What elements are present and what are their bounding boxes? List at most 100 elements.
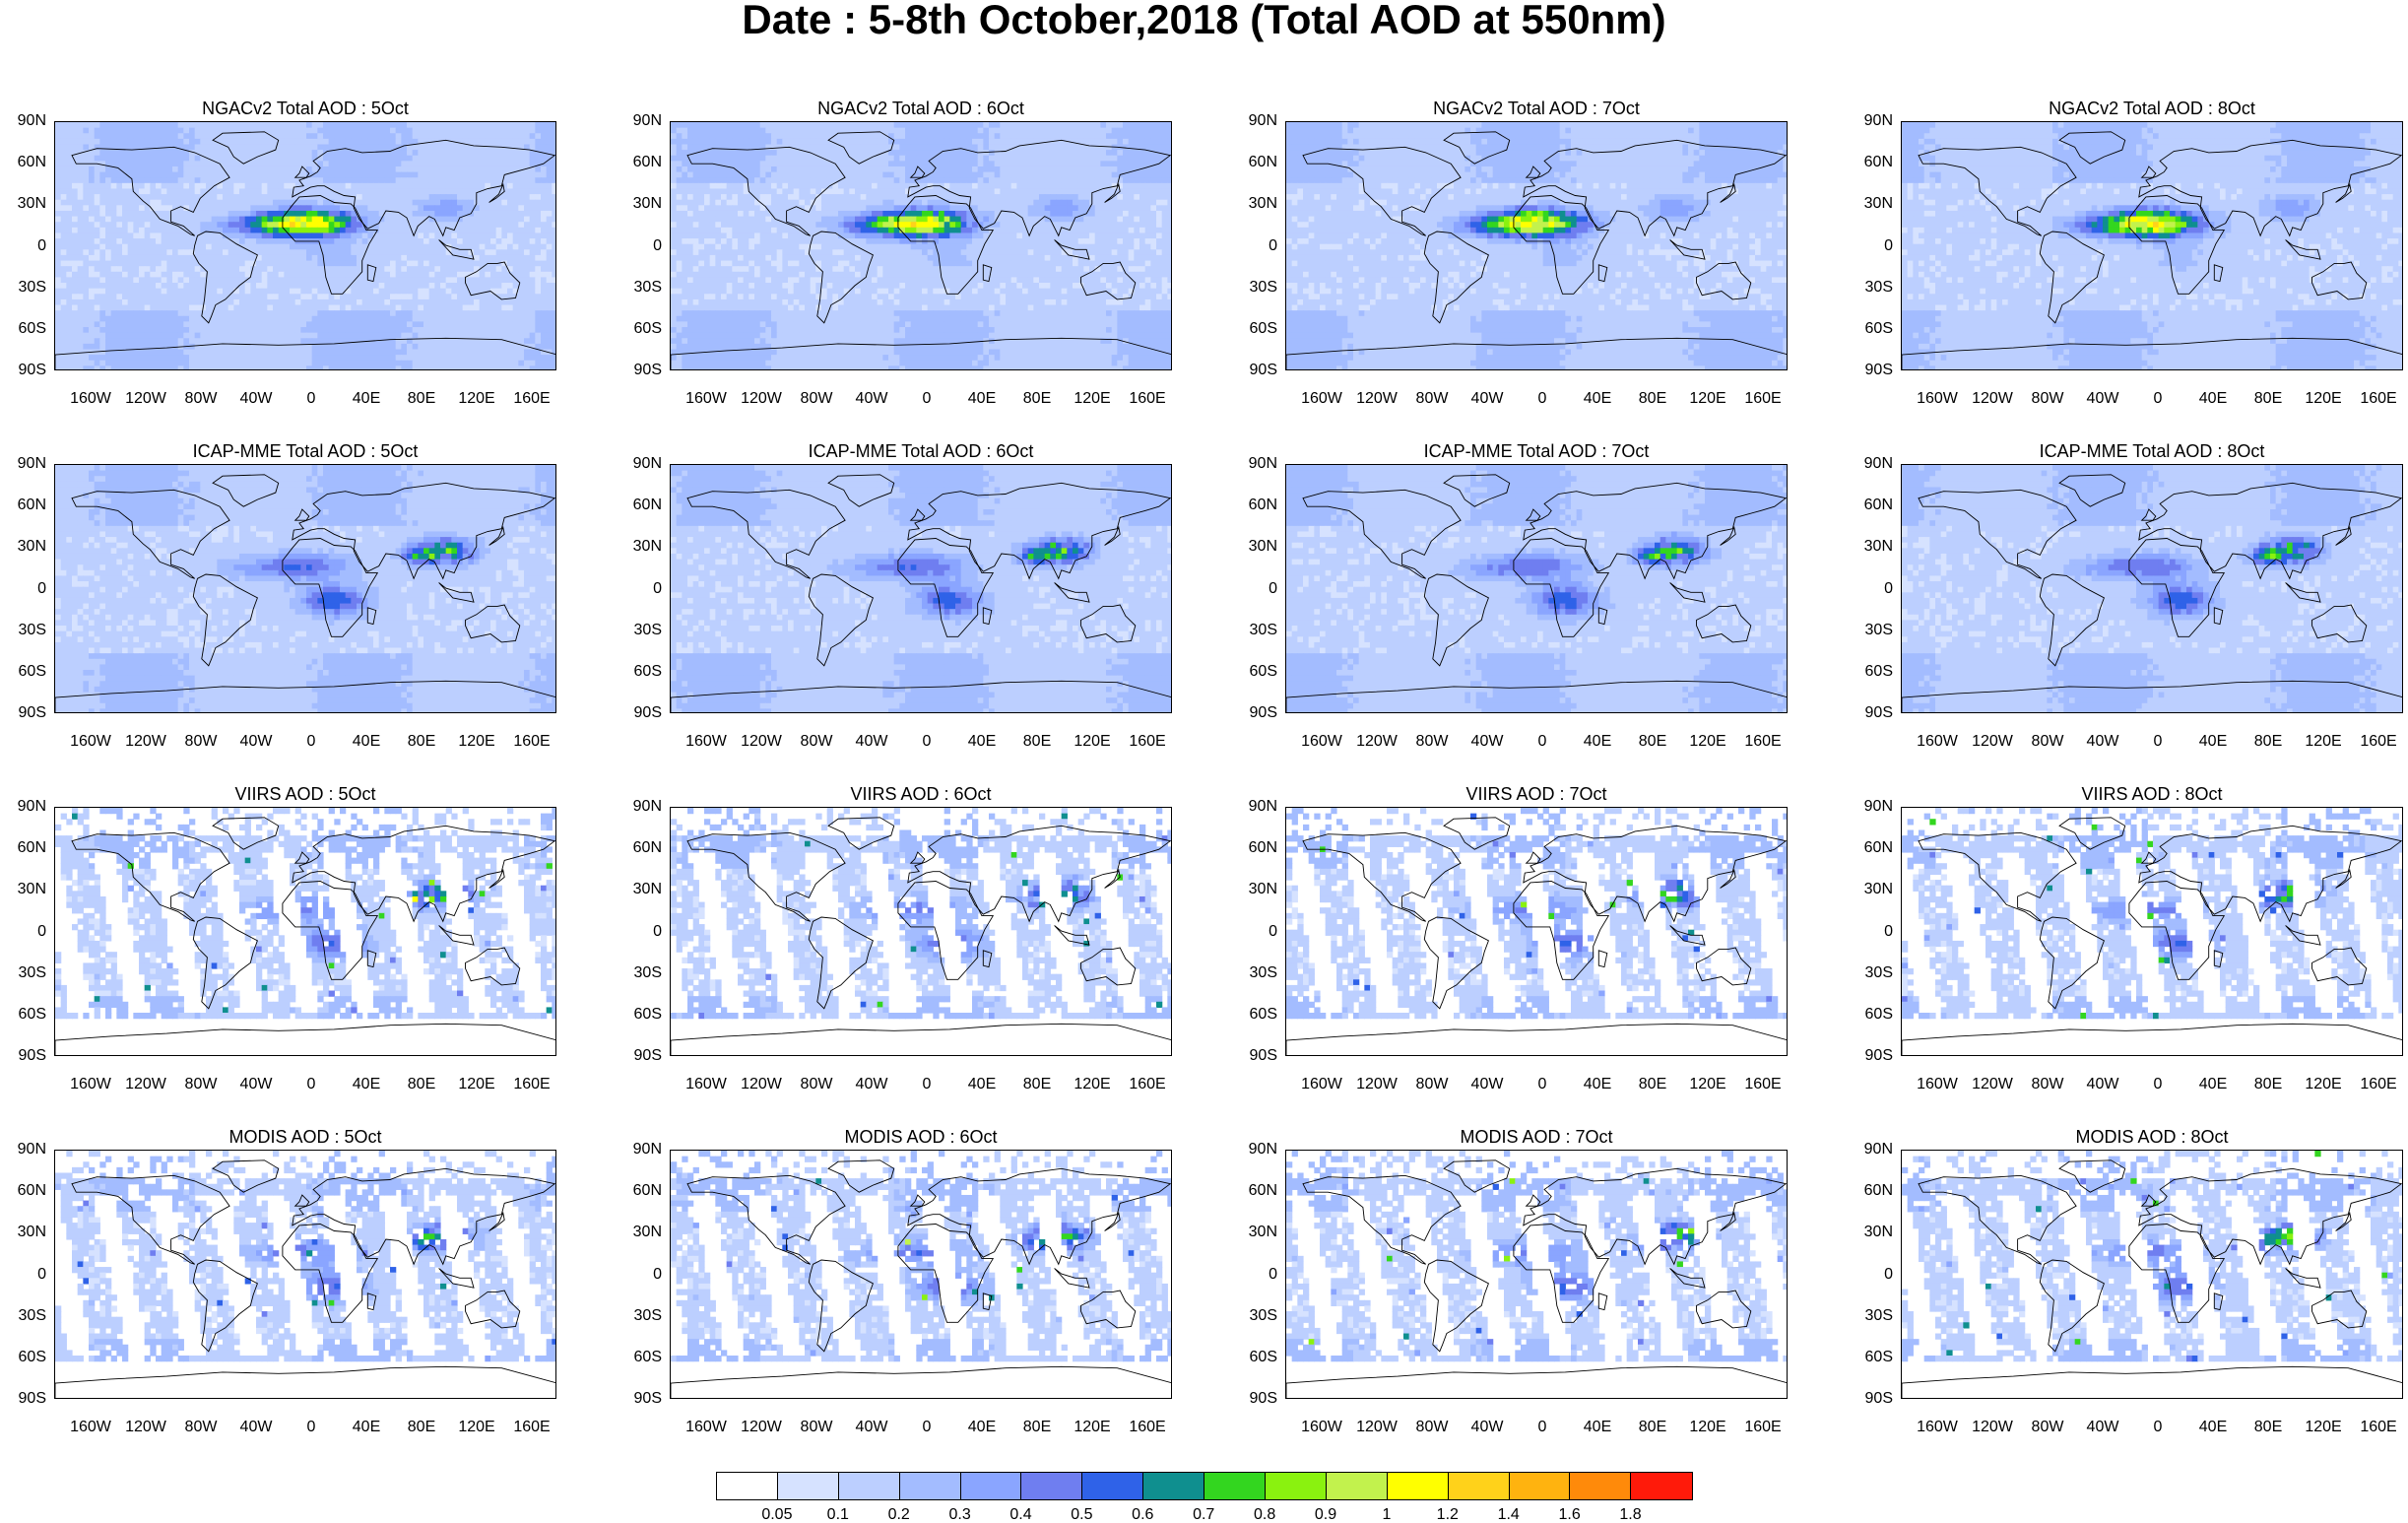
colorbar-label: 0.7 [1193,1507,1214,1523]
coastlines [1286,1159,1787,1398]
lat-tick-label: 90S [1250,1391,1277,1407]
lon-tick-label: 40W [2087,391,2119,407]
lat-tick-label: 60S [1250,1007,1277,1023]
lon-tick-label: 40W [2087,1420,2119,1435]
lat-tick-label: 90N [1864,1142,1893,1158]
lon-tick-label: 80W [2032,391,2064,407]
map-plot-area [1285,1150,1788,1399]
colorbar [716,1472,1694,1500]
lon-tick-label: 160E [1129,734,1165,750]
lat-tick-label: 30S [1250,965,1277,981]
panel-title: NGACv2 Total AOD : 7Oct [1285,99,1788,118]
lat-tick-label: 0 [653,923,662,940]
lon-tick-label: 160E [513,734,550,750]
lat-tick-label: 60S [634,664,662,680]
lat-tick-label: 0 [1269,1266,1277,1283]
aod-map [671,465,1171,712]
coastlines [671,1159,1171,1398]
lon-tick-label: 160W [1917,734,1958,750]
lon-tick-label: 40E [1584,734,1611,750]
lat-tick-label: 30N [1249,196,1277,212]
lon-tick-label: 40W [856,734,888,750]
map-plot-area [670,1150,1172,1399]
lat-tick-label: 60S [1865,664,1893,680]
colorbar-label: 0.05 [761,1507,792,1523]
lon-tick-label: 160E [1744,734,1781,750]
lat-tick-label: 0 [1884,237,1893,254]
colorbar-swatch [1570,1473,1632,1499]
lat-tick-label: 30S [634,965,662,981]
lon-tick-label: 160E [1129,1077,1165,1093]
coastlines [1286,817,1787,1055]
lon-tick-label: 40E [968,1420,996,1435]
aod-map [671,808,1171,1055]
lon-tick-label: 80E [2254,1420,2282,1435]
lat-tick-label: 90S [1865,363,1893,378]
lon-tick-label: 160E [1744,391,1781,407]
lon-tick-label: 80E [2254,1077,2282,1093]
coastlines [1286,474,1787,712]
colorbar-swatch [717,1473,778,1499]
colorbar-swatch [777,1473,839,1499]
lon-tick-label: 160E [2360,1420,2396,1435]
lon-tick-label: 40W [240,734,273,750]
lat-tick-label: 0 [653,237,662,254]
lon-tick-label: 80W [185,391,218,407]
lat-tick-label: 60S [634,321,662,337]
lon-tick-label: 40W [2087,1077,2119,1093]
colorbar-swatch [1387,1473,1449,1499]
lon-tick-label: 160W [685,1077,727,1093]
lon-tick-label: 160W [1917,1077,1958,1093]
lon-tick-label: 40E [1584,1420,1611,1435]
lon-tick-label: 40E [353,1420,380,1435]
lon-tick-label: 80W [801,1077,833,1093]
lat-tick-label: 90S [634,363,662,378]
lat-tick-label: 60N [633,155,662,170]
lon-tick-label: 80W [1416,1077,1449,1093]
lon-tick-label: 120E [1689,1420,1725,1435]
colorbar-label: 0.1 [827,1507,849,1523]
lat-tick-label: 30N [633,196,662,212]
lat-tick-label: 30N [633,1225,662,1240]
lat-tick-label: 60N [1249,1183,1277,1199]
lat-tick-label: 60S [634,1007,662,1023]
lat-tick-label: 60N [18,1183,46,1199]
lon-tick-label: 160W [1301,1077,1342,1093]
lat-tick-label: 0 [37,237,46,254]
aod-map [1902,808,2402,1055]
lat-tick-label: 30N [633,882,662,897]
lon-tick-label: 80E [1639,391,1666,407]
lat-tick-label: 30S [1865,280,1893,296]
lon-tick-label: 40E [353,391,380,407]
lon-tick-label: 120E [1689,1077,1725,1093]
lon-tick-label: 80W [801,391,833,407]
lat-tick-label: 90S [634,705,662,721]
lon-tick-label: 80E [1023,734,1051,750]
lat-tick-label: 30S [1250,623,1277,638]
lon-tick-label: 80W [185,734,218,750]
lon-tick-label: 120W [1972,391,2013,407]
lon-tick-label: 40E [353,1077,380,1093]
lat-tick-label: 60N [633,497,662,513]
lon-tick-label: 0 [2154,1077,2163,1093]
panel-title: MODIS AOD : 5Oct [54,1127,556,1147]
aod-map [55,1151,555,1398]
lon-tick-label: 80W [185,1420,218,1435]
lon-tick-label: 160W [70,1077,111,1093]
lat-tick-label: 60S [1865,1007,1893,1023]
lat-tick-label: 90N [633,1142,662,1158]
lon-tick-label: 80W [801,1420,833,1435]
lon-tick-label: 0 [307,1420,316,1435]
lat-tick-label: 0 [1884,1266,1893,1283]
lon-tick-label: 0 [923,391,932,407]
coastlines [1902,1159,2402,1398]
lon-tick-label: 160W [1301,734,1342,750]
colorbar-label: 0.6 [1132,1507,1153,1523]
lat-tick-label: 30S [1865,965,1893,981]
colorbar-label: 0.4 [1009,1507,1031,1523]
aod-map [55,808,555,1055]
aod-map [671,1151,1171,1398]
lon-tick-label: 160W [1917,1420,1958,1435]
colorbar-label: 0.8 [1254,1507,1275,1523]
lon-tick-label: 120E [1689,734,1725,750]
